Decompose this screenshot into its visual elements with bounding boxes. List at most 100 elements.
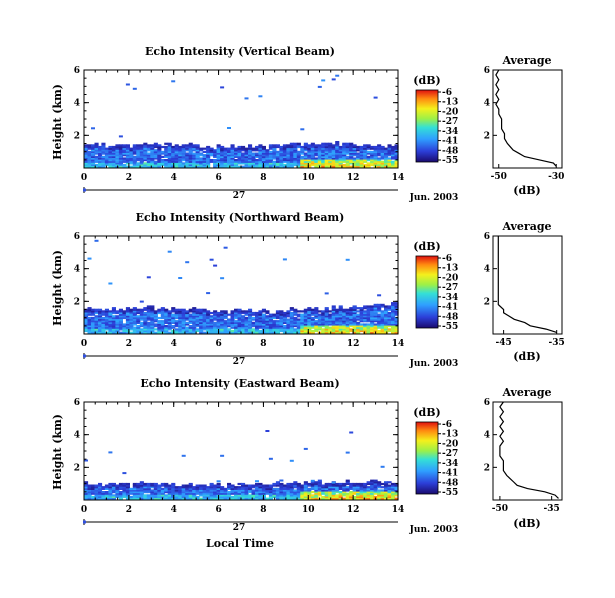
- heatmap-cell: [342, 487, 347, 490]
- heatmap-cell: [282, 159, 287, 162]
- heatmap-cell: [314, 481, 319, 484]
- heatmap-cell: [206, 157, 211, 160]
- heatmap-cell: [150, 310, 155, 313]
- heatmap-cell: [216, 159, 221, 162]
- heatmap-cell: [157, 150, 162, 153]
- heatmap-cell: [150, 308, 155, 311]
- heatmap-cell: [317, 152, 322, 155]
- heatmap-cell: [234, 159, 239, 162]
- heatmap-cell: [248, 331, 253, 334]
- heatmap-cell: [286, 145, 291, 149]
- heatmap-cell: [296, 328, 301, 331]
- heatmap-cell: [136, 144, 141, 147]
- heatmap-cell: [324, 142, 329, 145]
- heatmap-cell: [209, 495, 214, 499]
- heatmap-cell: [321, 321, 326, 324]
- heatmap-cell: [101, 329, 106, 333]
- heatmap-cell: [359, 494, 364, 497]
- heatmap-cell: [181, 320, 186, 323]
- x-tick-label: 6: [215, 173, 221, 183]
- heatmap-cell: [192, 315, 197, 318]
- heatmap-cell: [331, 329, 336, 333]
- heatmap-cell: [84, 144, 89, 147]
- heatmap-cell: [349, 308, 354, 311]
- heatmap-cell: [380, 497, 385, 500]
- heatmap-cell: [98, 489, 103, 492]
- heatmap-cell: [370, 494, 375, 497]
- heatmap-cell: [317, 155, 322, 158]
- heatmap-cell: [248, 491, 253, 494]
- heatmap-cell: [139, 313, 144, 316]
- heatmap-cell: [317, 159, 322, 162]
- heatmap-cell: [223, 165, 228, 168]
- heatmap-cell: [363, 495, 368, 499]
- heatmap-cell: [282, 495, 287, 499]
- heatmap-cell: [258, 316, 263, 320]
- heatmap-cell: [160, 152, 165, 155]
- heatmap-cell: [387, 145, 392, 149]
- heatmap-cell: [366, 311, 371, 315]
- heatmap-cell: [394, 497, 399, 500]
- heatmap-cell: [111, 160, 116, 163]
- heatmap-cell: [328, 492, 333, 495]
- heatmap-cell: [286, 495, 291, 499]
- heatmap-cell: [101, 494, 106, 497]
- heatmap-cell: [150, 328, 155, 331]
- heatmap-cell: [111, 157, 116, 160]
- heatmap-cell: [265, 325, 270, 328]
- heatmap-cell: [303, 494, 308, 497]
- heatmap-cell: [356, 315, 361, 318]
- heatmap-cell: [195, 308, 200, 311]
- heatmap-cell: [342, 308, 347, 311]
- heatmap-cell: [178, 497, 183, 500]
- heatmap-cell: [118, 308, 123, 311]
- heatmap-cell: [391, 302, 396, 305]
- heatmap-cell: [275, 155, 280, 158]
- heatmap-cell: [384, 147, 389, 150]
- heatmap-cell: [345, 497, 350, 500]
- heatmap-cell: [314, 154, 319, 157]
- heatmap-cell: [289, 326, 294, 329]
- heatmap-cell: [244, 486, 249, 489]
- panel-3-ylabel: Height (km): [51, 414, 64, 490]
- heatmap-cell: [188, 328, 193, 331]
- heatmap-cell: [342, 318, 347, 321]
- heatmap-cell: [289, 487, 294, 490]
- heatmap-cell: [328, 318, 333, 321]
- heatmap-cell: [122, 486, 127, 489]
- heatmap-cell: [328, 489, 333, 492]
- heatmap-cell: [241, 325, 246, 328]
- heatmap-cell: [185, 323, 190, 326]
- heatmap-cell: [185, 165, 190, 168]
- heatmap-cell: [310, 326, 315, 329]
- heatmap-cell: [234, 154, 239, 157]
- heatmap-cell: [206, 326, 211, 329]
- heatmap-cell: [356, 154, 361, 157]
- heatmap-cell: [258, 491, 263, 494]
- heatmap-cell: [98, 497, 103, 500]
- heatmap-cell: [167, 310, 172, 313]
- heatmap-cell: [188, 144, 193, 147]
- heatmap-cell: [91, 484, 96, 487]
- heatmap-cell: [132, 318, 137, 321]
- heatmap-cell: [321, 316, 326, 320]
- heatmap-cell: [139, 147, 144, 150]
- heatmap-cell: [188, 142, 193, 145]
- heatmap-cell: [356, 147, 361, 150]
- heatmap-cell: [387, 321, 392, 324]
- heatmap-cell: [220, 454, 225, 457]
- heatmap-cell: [258, 484, 263, 487]
- heatmap-cell: [366, 489, 371, 492]
- heatmap-cell: [303, 447, 308, 450]
- heatmap-cell: [150, 150, 155, 153]
- heatmap-cell: [227, 127, 231, 129]
- heatmap-cell: [244, 487, 249, 490]
- heatmap-cell: [192, 163, 197, 167]
- heatmap-cell: [377, 154, 382, 157]
- heatmap-cell: [227, 152, 232, 155]
- heatmap-cell: [139, 315, 144, 318]
- heatmap-cell: [331, 311, 336, 315]
- heatmap-cell: [157, 152, 162, 155]
- heatmap-cell: [338, 157, 343, 160]
